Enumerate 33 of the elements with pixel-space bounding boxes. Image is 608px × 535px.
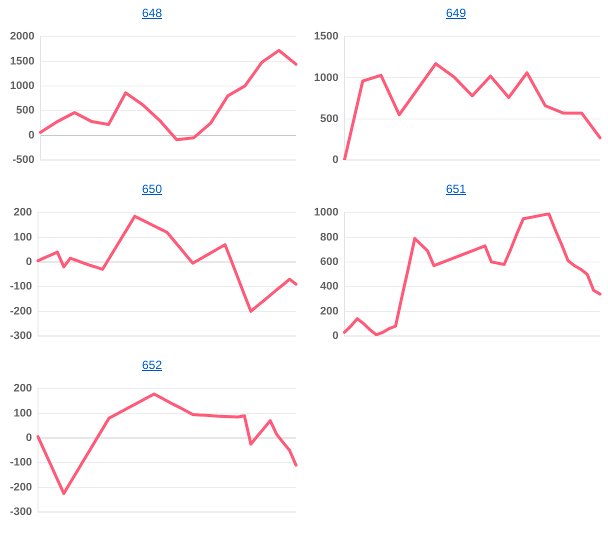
y-tick-label: 0 bbox=[28, 129, 34, 142]
y-tick-label: -200 bbox=[10, 481, 32, 494]
y-tick-label: -200 bbox=[10, 305, 32, 318]
y-tick-label: 1500 bbox=[314, 30, 338, 43]
y-tick-label: -100 bbox=[10, 456, 32, 469]
y-tick-label: 800 bbox=[320, 231, 338, 244]
y-tick-label: 1000 bbox=[10, 80, 34, 92]
y-tick-label: 200 bbox=[14, 382, 32, 395]
y-tick-label: -500 bbox=[12, 154, 34, 166]
y-tick-label: -100 bbox=[10, 280, 32, 293]
y-tick-label: 0 bbox=[332, 330, 338, 342]
chart-title: 652 bbox=[140, 357, 164, 374]
y-tick-label: -300 bbox=[10, 506, 32, 518]
y-tick-label: -300 bbox=[10, 330, 32, 342]
y-tick-label: 1000 bbox=[314, 72, 338, 84]
y-tick-label: 2000 bbox=[10, 30, 34, 43]
y-tick-label: 200 bbox=[320, 305, 338, 318]
y-tick-label: 0 bbox=[26, 256, 32, 268]
y-tick-label: 200 bbox=[14, 206, 32, 219]
y-tick-label: 1500 bbox=[10, 55, 34, 68]
y-tick-label: 600 bbox=[320, 256, 338, 268]
y-tick-label: 500 bbox=[16, 104, 34, 117]
chart-title: 651 bbox=[444, 181, 468, 198]
y-tick-label: 0 bbox=[332, 154, 338, 166]
y-tick-label: 1000 bbox=[314, 206, 338, 219]
y-tick-label: 100 bbox=[14, 231, 32, 244]
chart-title: 650 bbox=[140, 181, 164, 198]
chart-title: 649 bbox=[444, 5, 468, 22]
y-tick-label: 100 bbox=[14, 407, 32, 420]
y-tick-label: 400 bbox=[320, 280, 338, 293]
y-tick-label: 0 bbox=[26, 432, 32, 444]
chart-title: 648 bbox=[140, 5, 164, 22]
y-tick-label: 500 bbox=[320, 112, 338, 125]
